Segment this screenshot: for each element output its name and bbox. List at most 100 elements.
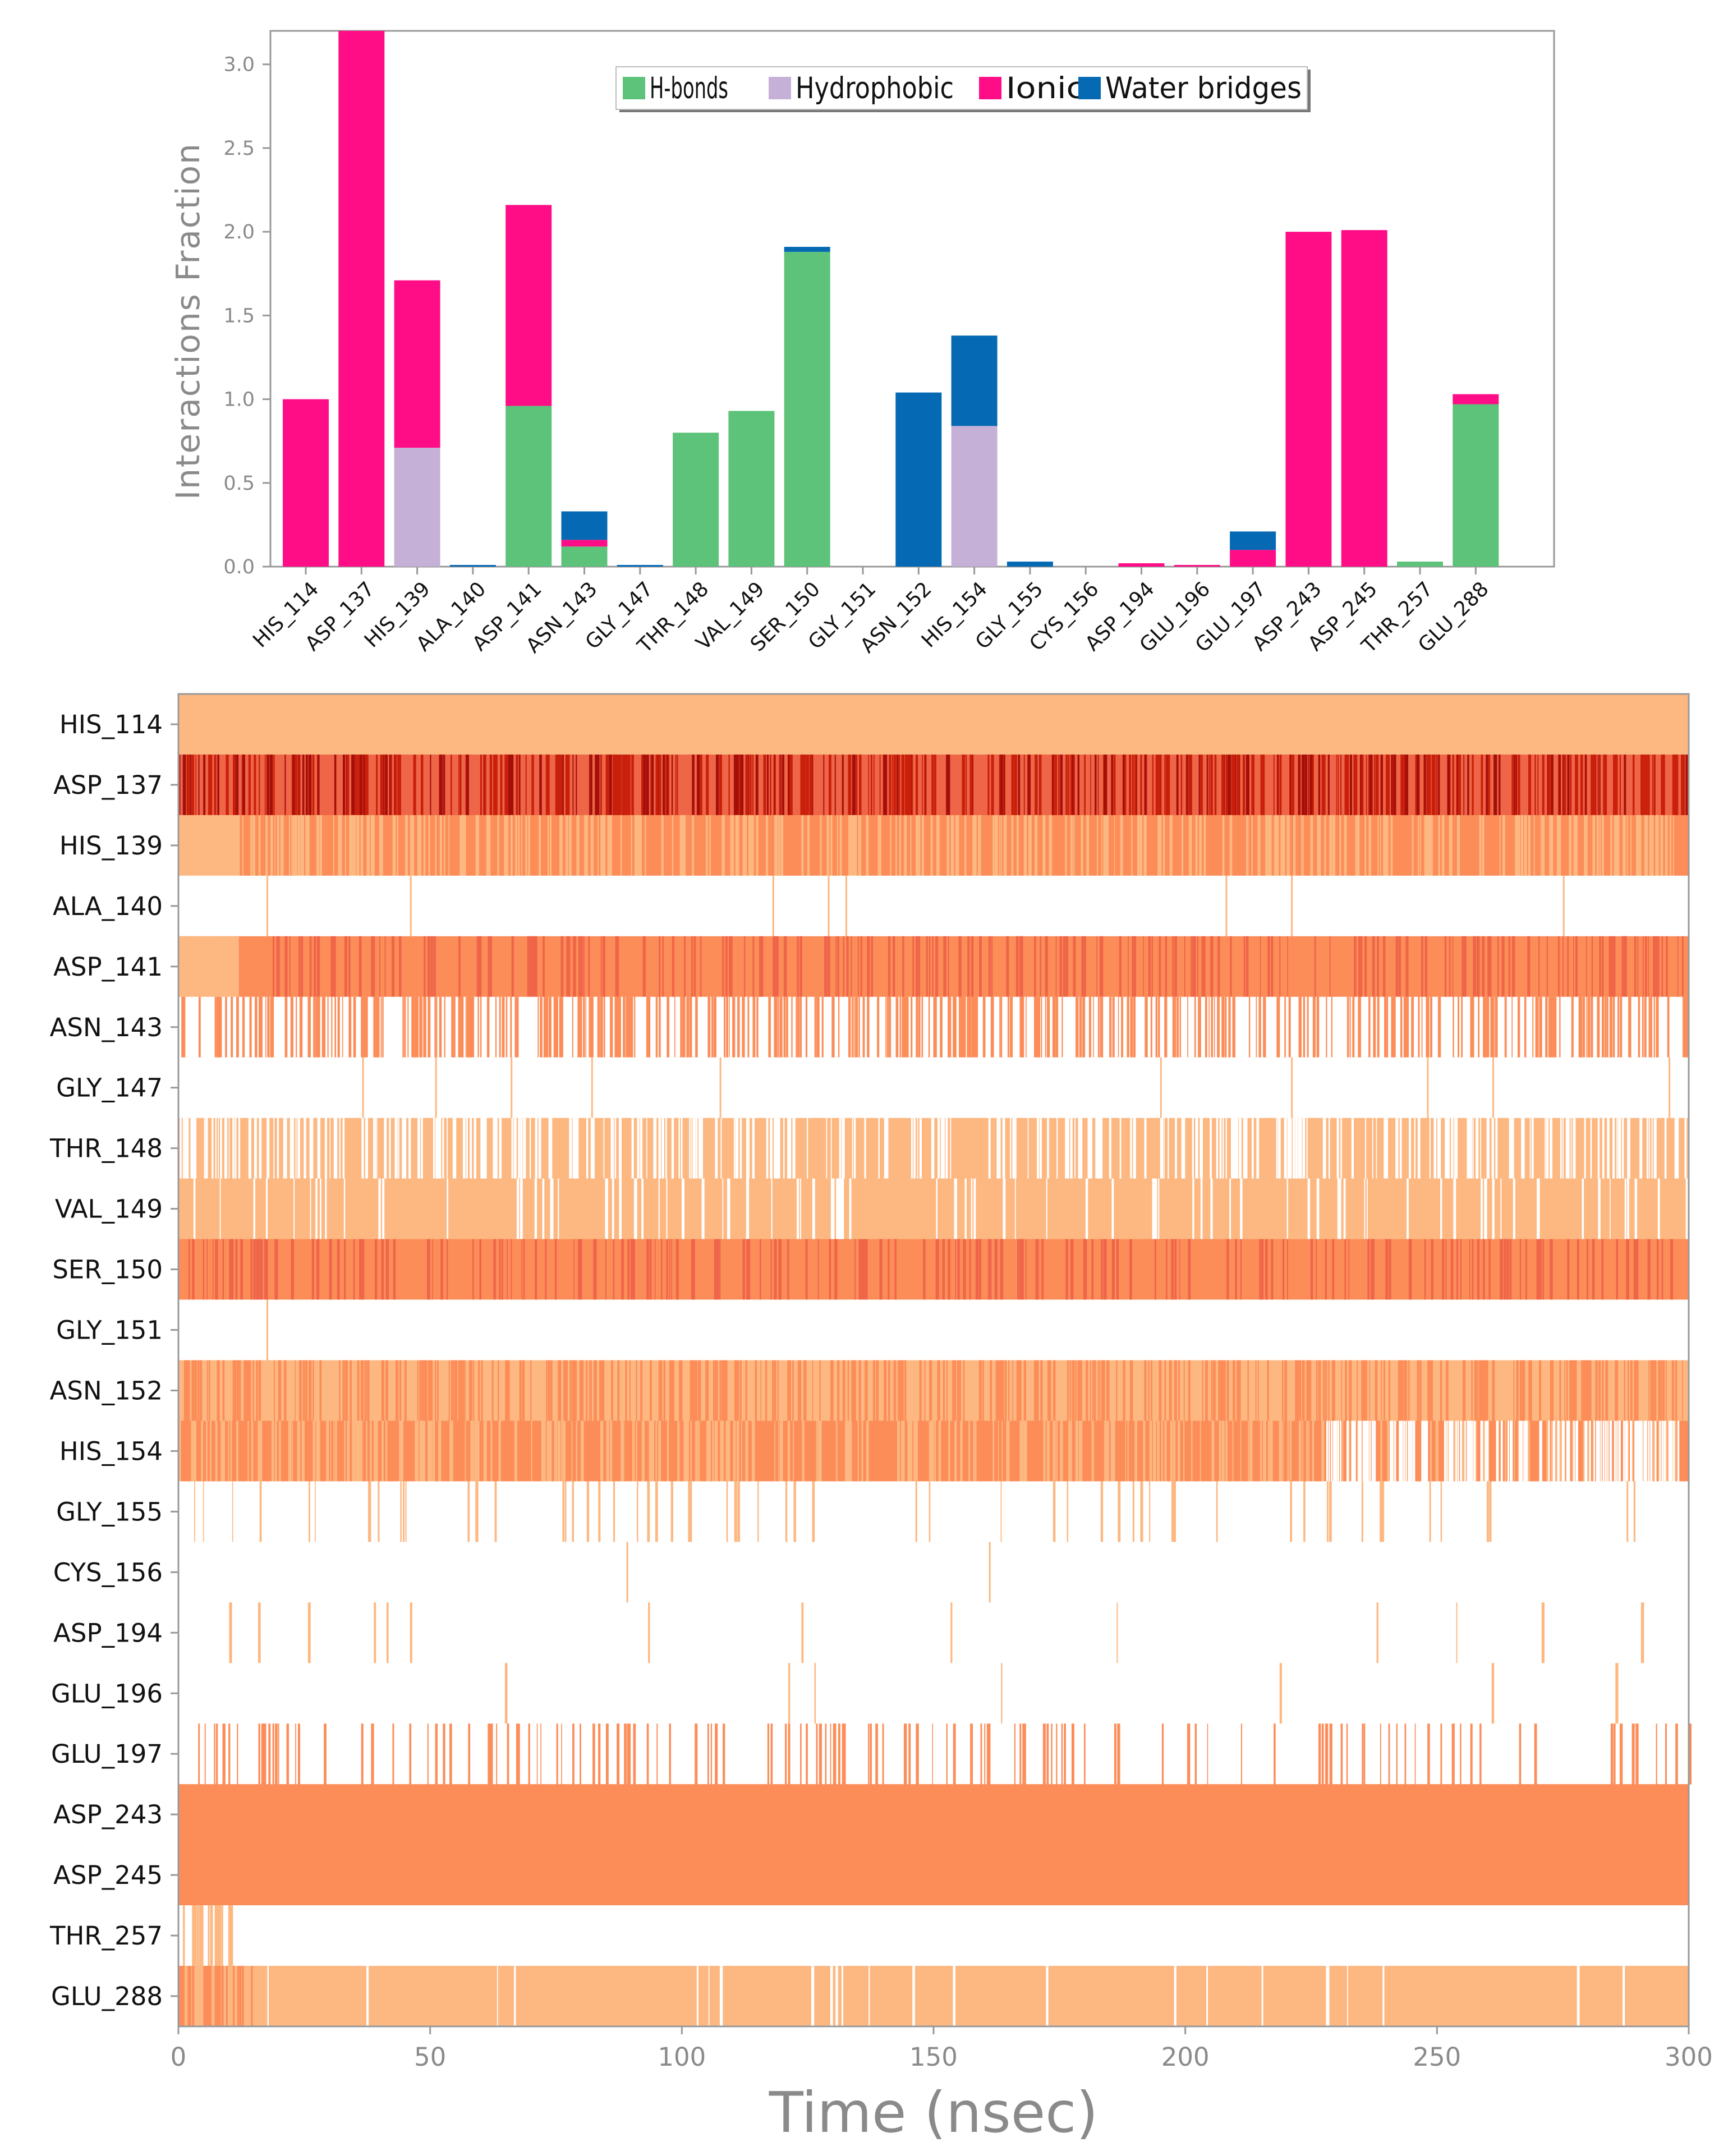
contact-stripe: [1653, 1118, 1657, 1179]
contact-stripe: [215, 1421, 218, 1482]
contact-stripe: [579, 1239, 582, 1300]
contact-stripe: [1403, 1421, 1405, 1482]
contact-stripe: [1519, 1421, 1522, 1482]
legend-label-ionic: Ionic: [1006, 71, 1084, 105]
contact-stripe: [974, 996, 978, 1058]
contact-stripe: [1385, 754, 1387, 816]
contact-stripe: [1575, 754, 1577, 816]
contact-stripe: [1472, 1239, 1473, 1300]
contact-stripe: [913, 1118, 916, 1179]
contact-stripe: [656, 1723, 658, 1785]
contact-stripe: [450, 1421, 452, 1482]
contact-mark: [772, 875, 774, 937]
contact-stripe: [1518, 754, 1520, 816]
contact-stripe: [1442, 1239, 1445, 1300]
contact-stripe: [417, 1360, 419, 1421]
contact-stripe: [1035, 1360, 1038, 1421]
contact-stripe: [381, 1239, 384, 1300]
contact-stripe: [1614, 1421, 1616, 1482]
contact-stripe: [1607, 1421, 1609, 1482]
contact-stripe: [1456, 754, 1458, 816]
contact-stripe: [537, 996, 539, 1058]
contact-stripe: [1626, 1239, 1629, 1300]
contact-stripe: [1121, 996, 1123, 1058]
contact-stripe: [1559, 1360, 1561, 1421]
contact-stripe: [1508, 936, 1510, 997]
contact-stripe: [1567, 754, 1570, 816]
contact-stripe: [1302, 815, 1304, 876]
contact-stripe: [458, 1360, 461, 1421]
contact-stripe: [197, 1360, 200, 1421]
contact-stripe: [502, 1239, 503, 1300]
contact-stripe: [1559, 996, 1561, 1058]
row-background: [178, 1481, 1689, 1542]
contact-stripe: [1429, 815, 1431, 876]
contact-stripe: [451, 1421, 453, 1482]
contact-stripe: [318, 754, 320, 816]
contact-stripe: [845, 1421, 848, 1482]
contact-stripe: [791, 754, 793, 816]
contact-stripe: [1571, 996, 1574, 1058]
contact-stripe: [660, 1239, 662, 1300]
contact-stripe: [1623, 936, 1626, 997]
timeline-row-his_139: [178, 815, 1689, 876]
contact-stripe: [298, 1360, 302, 1421]
contact-stripe: [233, 754, 236, 816]
contact-stripe: [777, 1360, 779, 1421]
contact-stripe: [1448, 1421, 1452, 1482]
contact-stripe: [465, 996, 467, 1058]
contact-stripe: [698, 1421, 700, 1482]
contact-stripe: [1271, 1239, 1274, 1300]
contact-stripe: [1064, 936, 1066, 997]
contact-stripe: [1396, 1118, 1399, 1179]
contact-stripe: [534, 1178, 537, 1240]
contact-stripe: [1353, 754, 1357, 816]
contact-stripe: [656, 754, 658, 816]
contact-stripe: [550, 1118, 552, 1179]
contact-stripe: [1289, 1118, 1292, 1179]
contact-stripe: [1100, 996, 1102, 1058]
contact-stripe: [948, 1421, 950, 1482]
contact-stripe: [797, 1178, 799, 1240]
contact-stripe: [434, 1360, 436, 1421]
contact-stripe: [198, 1723, 200, 1785]
contact-stripe: [1573, 1118, 1576, 1179]
contact-stripe: [1058, 754, 1060, 816]
contact-stripe: [1223, 1421, 1225, 1482]
bar-ionic-asp_194: [1118, 563, 1165, 567]
contact-stripe: [310, 1360, 311, 1421]
contact-stripe: [932, 1421, 934, 1482]
contact-stripe: [314, 996, 316, 1058]
contact-stripe: [1075, 1421, 1078, 1482]
contact-stripe: [427, 936, 431, 997]
contact-stripe: [1237, 1360, 1239, 1421]
contact-stripe: [1118, 996, 1119, 1058]
contact-stripe: [221, 1905, 223, 1966]
contact-stripe: [454, 1360, 458, 1421]
contact-stripe: [1168, 1118, 1169, 1179]
contact-stripe: [1616, 754, 1618, 816]
contact-stripe: [894, 1239, 897, 1300]
contact-stripe: [237, 1966, 240, 2027]
contact-stripe: [534, 936, 537, 997]
contact-stripe: [1486, 754, 1489, 816]
contact-stripe: [1364, 936, 1367, 997]
contact-mark: [435, 1057, 437, 1119]
contact-stripe: [967, 996, 971, 1058]
contact-stripe: [270, 754, 273, 816]
contact-stripe: [1115, 1723, 1116, 1785]
contact-stripe: [1616, 1421, 1618, 1482]
contact-stripe: [1303, 1481, 1306, 1542]
contact-stripe: [572, 1360, 575, 1421]
contact-stripe: [458, 754, 460, 816]
contact-stripe: [523, 1239, 525, 1300]
contact-stripe: [909, 1421, 912, 1482]
contact-stripe: [683, 1421, 687, 1482]
contact-stripe: [475, 1481, 479, 1542]
contact-stripe: [848, 1421, 850, 1482]
contact-stripe: [477, 996, 479, 1058]
contact-stripe: [1418, 815, 1419, 876]
contact-stripe: [361, 1239, 365, 1300]
contact-stripe: [981, 1723, 982, 1785]
contact-stripe: [964, 1178, 967, 1240]
